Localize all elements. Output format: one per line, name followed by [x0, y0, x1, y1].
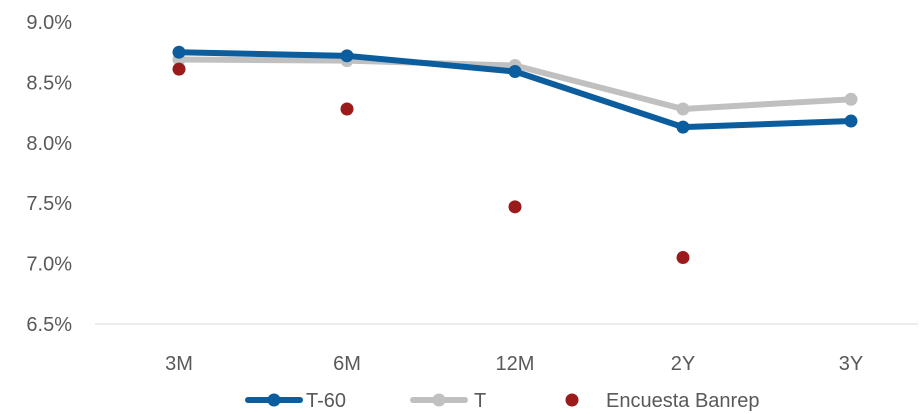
- x-tick-label: 6M: [333, 353, 361, 375]
- series-t-60: [172, 45, 858, 134]
- legend-item: Encuesta Banrep: [565, 390, 759, 412]
- data-point: [676, 251, 690, 265]
- y-tick-label: 8.5%: [26, 72, 72, 94]
- x-tick-label: 3M: [165, 353, 193, 375]
- legend-swatch-marker: [432, 393, 446, 407]
- data-point: [340, 49, 354, 63]
- data-point: [172, 45, 186, 59]
- y-tick-label: 7.0%: [26, 254, 72, 276]
- data-point: [844, 114, 858, 128]
- data-point: [172, 62, 186, 76]
- y-tick-label: 8.0%: [26, 133, 72, 155]
- y-tick-label: 6.5%: [26, 314, 72, 336]
- legend: T-60 T Encuesta Banrep: [245, 390, 759, 412]
- x-tick-label: 2Y: [671, 353, 695, 375]
- series-t: [172, 52, 858, 116]
- series-layer: [172, 45, 858, 265]
- y-axis: 6.5% 7.0% 7.5% 8.0% 8.5% 9.0%: [26, 12, 72, 336]
- series-encuesta-banrep: [172, 62, 690, 265]
- legend-item: T-60: [245, 390, 346, 412]
- data-point: [508, 200, 522, 214]
- data-point: [844, 92, 858, 106]
- legend-label: T: [474, 390, 486, 412]
- x-tick-label: 12M: [496, 353, 535, 375]
- data-point: [340, 102, 354, 116]
- y-tick-label: 9.0%: [26, 12, 72, 34]
- data-point: [676, 102, 690, 116]
- legend-swatch-marker: [267, 393, 281, 407]
- x-tick-label: 3Y: [839, 353, 863, 375]
- y-tick-label: 7.5%: [26, 193, 72, 215]
- data-point: [676, 120, 690, 134]
- legend-label: Encuesta Banrep: [606, 390, 759, 412]
- legend-item: T: [410, 390, 486, 412]
- legend-swatch-marker: [565, 393, 579, 407]
- data-point: [508, 65, 522, 79]
- legend-label: T-60: [306, 390, 346, 412]
- x-axis: 3M 6M 12M 2Y 3Y: [165, 353, 863, 375]
